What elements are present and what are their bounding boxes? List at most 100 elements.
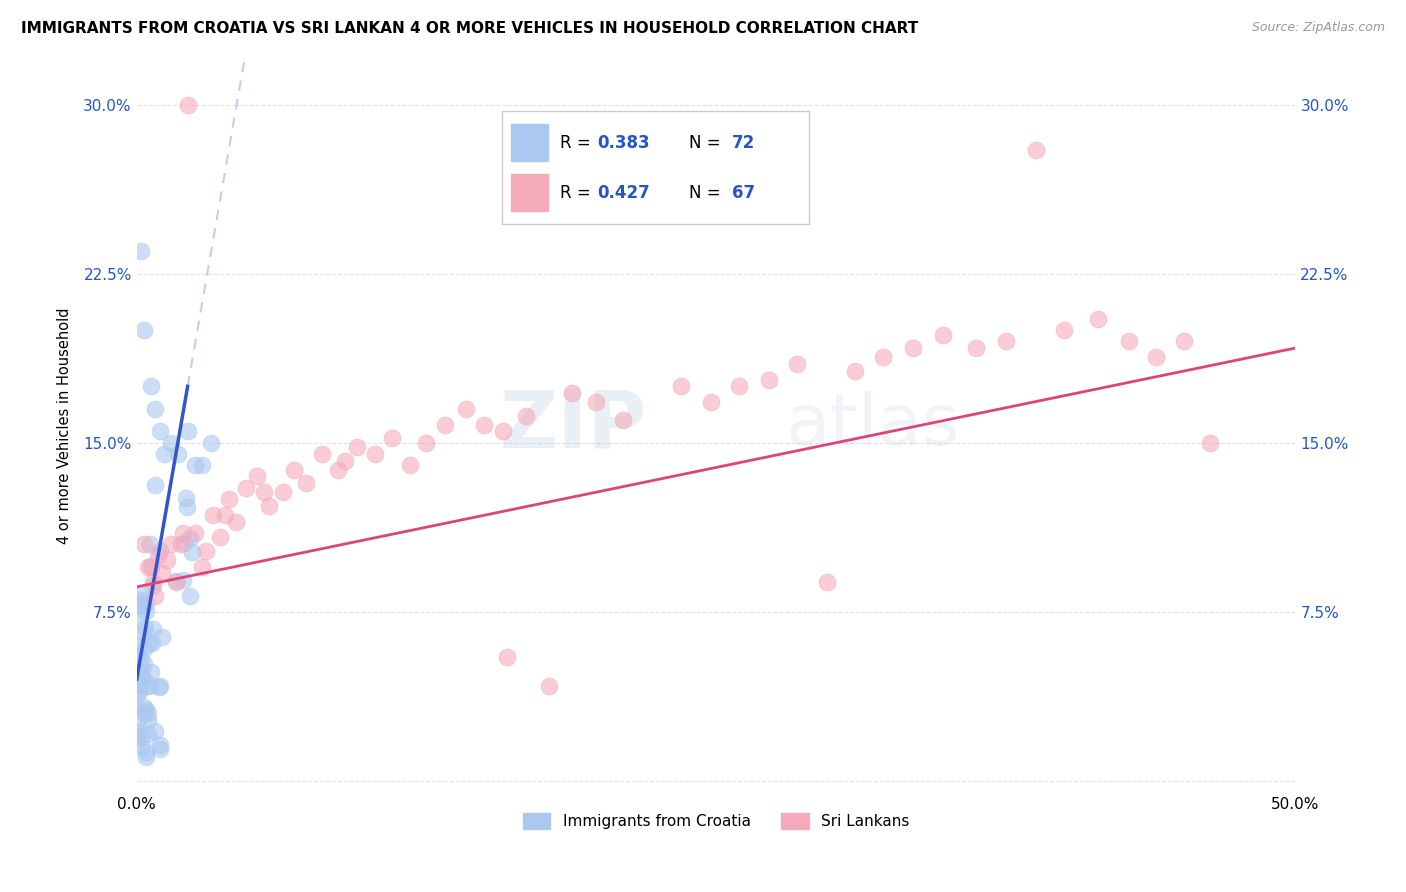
Bar (510, 125, 548, 161)
Point (225, 515, 247, 529)
Point (131, 731, 153, 745)
Point (132, 672, 155, 686)
Y-axis label: 4 or more Vehicles in Household: 4 or more Vehicles in Household (58, 308, 72, 544)
Point (128, 587, 150, 601)
Point (135, 749, 157, 764)
Point (149, 741, 172, 756)
Point (125, 725, 148, 739)
Point (132, 672, 155, 686)
Point (538, 679, 561, 693)
Point (179, 589, 201, 603)
Point (141, 559, 163, 574)
Point (844, 363, 866, 377)
Point (433, 417, 456, 432)
Point (758, 373, 780, 387)
Point (132, 537, 155, 551)
FancyBboxPatch shape (502, 111, 808, 225)
Point (132, 700, 155, 714)
Point (561, 386, 583, 401)
Point (1118, 334, 1140, 349)
Point (172, 573, 194, 587)
Point (472, 417, 495, 432)
Point (139, 559, 162, 574)
Point (218, 491, 240, 506)
Point (136, 559, 159, 574)
Point (174, 491, 197, 505)
Point (149, 679, 172, 693)
Point (190, 458, 212, 473)
Point (156, 553, 179, 567)
Point (136, 637, 159, 651)
Point (335, 453, 357, 467)
Point (132, 626, 155, 640)
Point (148, 680, 170, 694)
Point (143, 401, 166, 416)
Point (128, 684, 150, 698)
Point (145, 478, 167, 492)
Point (183, 525, 205, 540)
Text: 72: 72 (733, 134, 755, 152)
Point (160, 537, 183, 551)
Point (364, 447, 387, 461)
Point (190, 559, 212, 574)
Point (257, 499, 280, 513)
Point (454, 401, 477, 416)
Point (143, 724, 166, 739)
Point (129, 244, 152, 259)
Point (176, 97, 198, 112)
Point (815, 575, 838, 590)
Point (283, 463, 305, 477)
Point (149, 425, 172, 439)
Point (132, 642, 155, 657)
Text: IMMIGRANTS FROM CROATIA VS SRI LANKAN 4 OR MORE VEHICLES IN HOUSEHOLD CORRELATIO: IMMIGRANTS FROM CROATIA VS SRI LANKAN 4 … (21, 21, 918, 36)
Point (1198, 435, 1220, 450)
Point (172, 525, 194, 540)
Point (173, 536, 195, 550)
Point (136, 679, 159, 693)
Point (143, 589, 166, 603)
Point (1053, 323, 1076, 337)
Point (872, 350, 894, 364)
Point (127, 648, 149, 663)
Point (139, 379, 162, 393)
Point (142, 579, 165, 593)
Point (700, 395, 723, 409)
Point (181, 545, 204, 559)
Point (135, 603, 157, 617)
Point (728, 379, 751, 393)
Point (132, 323, 155, 337)
Point (214, 508, 236, 522)
Point (786, 357, 808, 371)
Point (183, 458, 205, 473)
Legend: Immigrants from Croatia, Sri Lankans: Immigrants from Croatia, Sri Lankans (517, 807, 915, 836)
Text: atlas: atlas (786, 392, 960, 460)
Point (415, 435, 437, 450)
Point (515, 409, 537, 423)
Point (131, 599, 153, 613)
Point (135, 745, 157, 759)
Point (994, 334, 1017, 349)
Point (328, 463, 350, 477)
Point (125, 701, 148, 715)
Text: R =: R = (560, 134, 596, 152)
Point (127, 714, 149, 728)
Point (271, 485, 294, 500)
Point (141, 635, 163, 649)
Point (932, 327, 955, 342)
Point (176, 425, 198, 439)
Point (142, 575, 165, 590)
Point (295, 476, 318, 491)
Point (585, 395, 607, 409)
Point (131, 592, 153, 607)
Point (129, 652, 152, 666)
Point (149, 738, 172, 752)
Point (134, 621, 156, 635)
Point (1087, 311, 1109, 326)
Point (131, 739, 153, 754)
Point (135, 703, 157, 717)
Point (136, 727, 159, 741)
Point (138, 678, 160, 692)
Point (1144, 350, 1167, 364)
Point (136, 706, 159, 720)
Point (127, 686, 149, 700)
